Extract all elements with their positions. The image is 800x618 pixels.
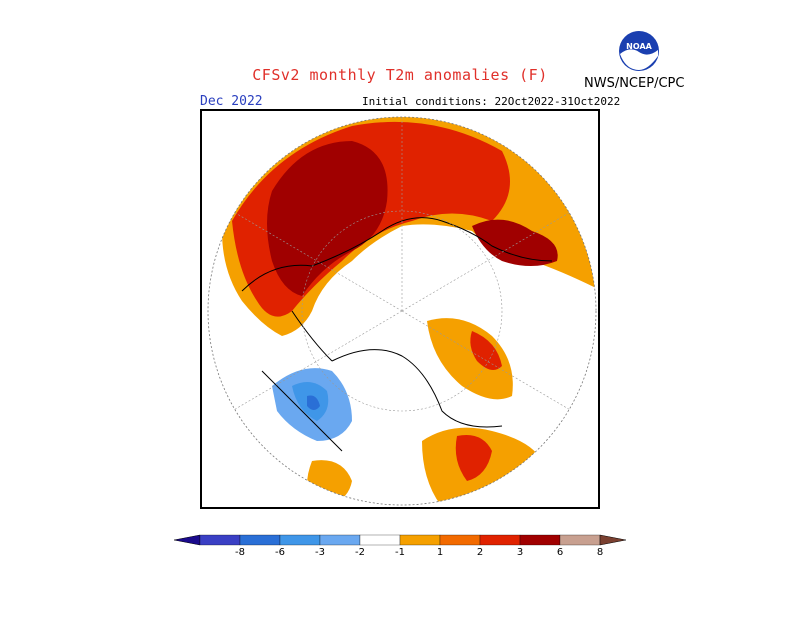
anomaly-red-greenland xyxy=(470,331,502,370)
legend-tick-label: -1 xyxy=(395,547,405,558)
polar-map xyxy=(200,109,600,509)
legend-tick-label: 8 xyxy=(596,547,604,558)
svg-text:NOAA: NOAA xyxy=(626,42,652,51)
legend-swatch xyxy=(519,534,561,546)
legend-tick-label: -8 xyxy=(235,547,245,558)
initial-conditions: Initial conditions: 22Oct2022-31Oct2022 xyxy=(362,95,621,108)
anomaly-darkred-europe xyxy=(472,219,558,266)
legend-tick-label: -3 xyxy=(315,547,325,558)
legend-tick-label: -6 xyxy=(275,547,285,558)
legend-swatch xyxy=(319,534,361,546)
legend-arrow-low xyxy=(174,534,201,546)
noaa-logo: NOAA xyxy=(619,31,659,71)
polar-map-svg xyxy=(207,116,597,506)
anomaly-midblue-alaska xyxy=(307,395,320,410)
legend-tick-label: -2 xyxy=(355,547,365,558)
legend-arrow-high xyxy=(599,534,626,546)
legend-swatch xyxy=(279,534,321,546)
agency-label: NWS/NCEP/CPC xyxy=(584,76,685,91)
legend-swatch xyxy=(239,534,281,546)
anomaly-red-northamerica xyxy=(455,435,492,481)
legend-swatch xyxy=(399,534,441,546)
legend-tick-label: 2 xyxy=(476,547,484,558)
anomaly-darkred-siberia xyxy=(267,141,388,296)
legend-swatch xyxy=(559,534,601,546)
color-legend xyxy=(174,534,626,546)
chart-title: CFSv2 monthly T2m anomalies (F) xyxy=(252,66,548,84)
forecast-month: Dec 2022 xyxy=(200,94,263,109)
legend-swatch xyxy=(439,534,481,546)
legend-swatch xyxy=(199,534,241,546)
legend-tick-label: 6 xyxy=(556,547,564,558)
legend-tick-label: 3 xyxy=(516,547,524,558)
legend-swatch xyxy=(479,534,521,546)
coastline xyxy=(241,217,553,452)
legend-tick-label: 1 xyxy=(436,547,444,558)
legend-swatch xyxy=(359,534,401,546)
